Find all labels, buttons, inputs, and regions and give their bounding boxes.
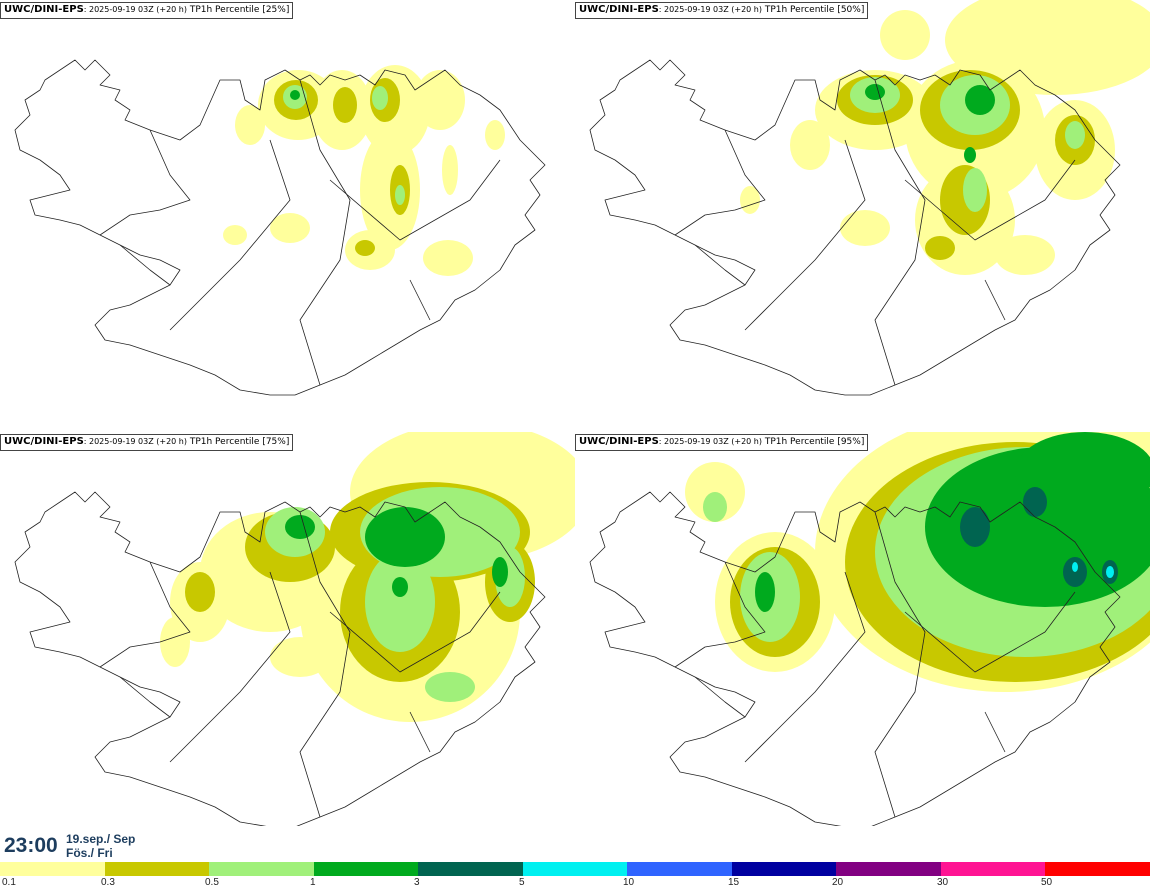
map-svg-p95	[589, 432, 1150, 826]
valid-date: 19.sep./ Sep	[66, 832, 136, 846]
iceland-coastline-p75	[14, 491, 546, 826]
map-panel-p95: UWC/DINI-EPS: 2025-09-19 03Z (+20 h) TP1…	[575, 432, 1150, 864]
panel-title-p75: UWC/DINI-EPS: 2025-09-19 03Z (+20 h) TP1…	[0, 434, 294, 451]
map-panel-p25: UWC/DINI-EPS: 2025-09-19 03Z (+20 h) TP1…	[0, 0, 575, 432]
panel-field: TP1h Percentile [75%]	[186, 437, 290, 447]
colorbar-swatch	[522, 862, 628, 876]
panel-title-p25: UWC/DINI-EPS: 2025-09-19 03Z (+20 h) TP1…	[0, 2, 294, 19]
valid-weekday: Fös./ Fri	[66, 846, 113, 860]
colorbar-tick-label: 30	[937, 877, 949, 888]
colorbar-swatch	[0, 862, 105, 876]
panel-field: TP1h Percentile [95%]	[761, 437, 865, 447]
colorbar-swatch	[209, 862, 314, 876]
map-svg-p50	[589, 0, 1150, 396]
panel-model: UWC/DINI-EPS	[579, 436, 659, 447]
valid-time: 23:00	[4, 834, 58, 857]
panel-run: : 2025-09-19 03Z (+20 h)	[658, 5, 762, 14]
panel-field: TP1h Percentile [50%]	[761, 5, 865, 15]
colorbar-swatch	[731, 862, 837, 876]
colorbar-swatch	[313, 862, 419, 876]
map-panel-p50: UWC/DINI-EPS: 2025-09-19 03Z (+20 h) TP1…	[575, 0, 1150, 432]
panel-model: UWC/DINI-EPS	[4, 436, 84, 447]
panel-run: : 2025-09-19 03Z (+20 h)	[658, 437, 762, 446]
colorbar-labels: 0.1 0.3 0.5 1 3 5 10 15 20 30 50	[0, 877, 1150, 891]
panel-title-p50: UWC/DINI-EPS: 2025-09-19 03Z (+20 h) TP1…	[575, 2, 869, 19]
iceland-coastline-p50	[589, 59, 1121, 396]
colorbar-tick-label: 0.1	[2, 877, 16, 888]
colorbar-tick-label: 5	[519, 877, 525, 888]
colorbar-swatch	[940, 862, 1046, 876]
iceland-coastline-p95	[589, 491, 1121, 826]
colorbar-tick-label: 50	[1041, 877, 1053, 888]
panel-run: : 2025-09-19 03Z (+20 h)	[83, 437, 187, 446]
panel-model: UWC/DINI-EPS	[4, 4, 84, 15]
valid-time-box: 23:00 19.sep./ Sep Fös./ Fri	[0, 826, 140, 862]
precip-layer-p75	[160, 432, 575, 722]
colorbar-swatch	[836, 862, 941, 876]
map-panel-p75: UWC/DINI-EPS: 2025-09-19 03Z (+20 h) TP1…	[0, 432, 575, 864]
precip-layer-p25	[223, 65, 505, 276]
colorbar-tick-label: 20	[832, 877, 844, 888]
iceland-coastline-p25	[14, 59, 546, 396]
precip-colorbar	[0, 862, 1150, 876]
precip-layer-p50	[740, 0, 1150, 275]
colorbar-tick-label: 15	[728, 877, 740, 888]
precip-layer-p95	[685, 432, 1150, 692]
colorbar-tick-label: 3	[414, 877, 420, 888]
colorbar-tick-label: 10	[623, 877, 635, 888]
colorbar-swatch	[1045, 862, 1150, 876]
colorbar-tick-label: 1	[310, 877, 316, 888]
colorbar-swatch	[627, 862, 732, 876]
colorbar-tick-label: 0.5	[205, 877, 219, 888]
panel-model: UWC/DINI-EPS	[579, 4, 659, 15]
panel-title-p95: UWC/DINI-EPS: 2025-09-19 03Z (+20 h) TP1…	[575, 434, 869, 451]
colorbar-swatch	[104, 862, 210, 876]
panel-field: TP1h Percentile [25%]	[186, 5, 290, 15]
colorbar-tick-label: 0.3	[101, 877, 115, 888]
panel-run: : 2025-09-19 03Z (+20 h)	[83, 5, 187, 14]
map-svg-p25	[14, 59, 546, 396]
map-svg-p75	[14, 432, 575, 826]
colorbar-swatch	[418, 862, 523, 876]
